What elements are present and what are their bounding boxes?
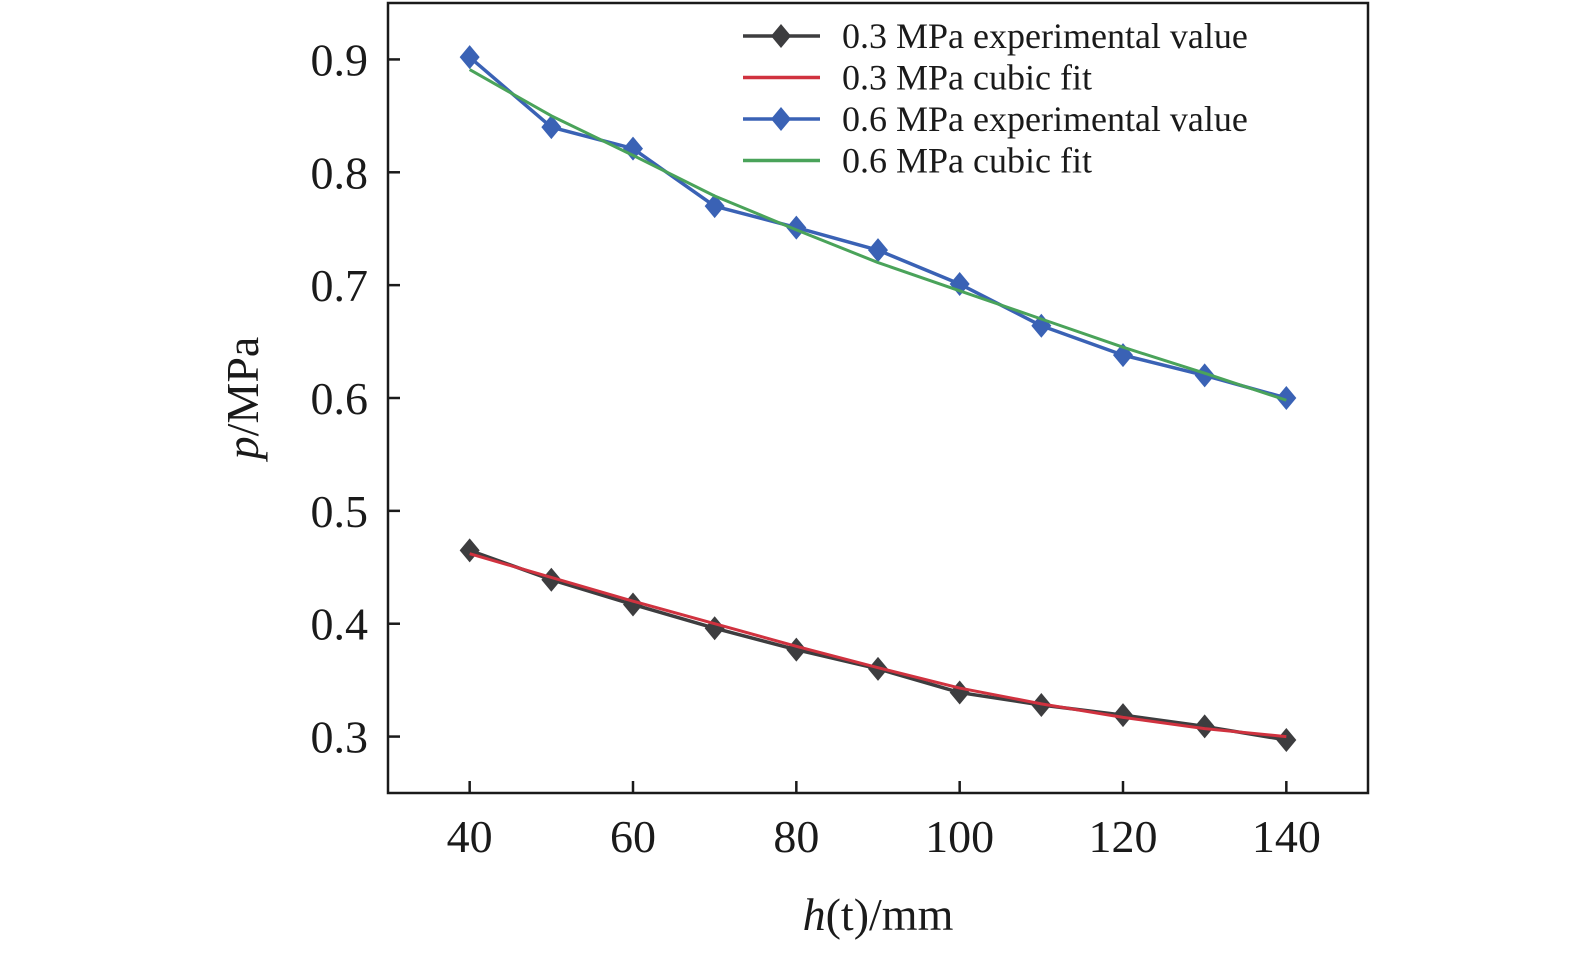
- y-tick-label: 0.5: [311, 486, 369, 537]
- series-line: [469, 548, 1287, 742]
- x-tick-label: 60: [610, 811, 656, 862]
- x-tick-label: 100: [925, 811, 994, 862]
- x-tick-label: 140: [1252, 811, 1321, 862]
- series-3: [468, 68, 1287, 402]
- y-tick-label: 0.7: [311, 260, 369, 311]
- legend-marker: [771, 24, 791, 48]
- y-tick-label: 0.3: [311, 712, 369, 763]
- legend-label: 0.6 MPa experimental value: [842, 99, 1248, 139]
- legend-label: 0.6 MPa cubic fit: [842, 141, 1092, 181]
- series-line: [469, 552, 1287, 739]
- series-0: [459, 538, 1297, 752]
- x-tick-label: 120: [1089, 811, 1158, 862]
- x-tick-label: 80: [773, 811, 819, 862]
- data-point: [541, 567, 562, 592]
- data-point: [949, 680, 970, 705]
- series-1: [469, 552, 1287, 739]
- y-tick-label: 0.9: [311, 34, 369, 85]
- legend-item: 0.6 MPa cubic fit: [743, 141, 1092, 181]
- data-point: [704, 616, 725, 641]
- legend-item: 0.6 MPa experimental value: [743, 99, 1248, 139]
- data-point: [1194, 714, 1215, 739]
- data-point: [868, 238, 888, 263]
- x-axis-label: h(t)/mm: [803, 889, 954, 940]
- y-tick-label: 0.4: [311, 599, 369, 650]
- data-point: [704, 194, 725, 219]
- y-tick-label: 0.6: [311, 373, 369, 424]
- data-point: [1113, 703, 1133, 728]
- data-point: [1276, 727, 1297, 752]
- legend-item: 0.3 MPa experimental value: [743, 16, 1248, 56]
- legend-item: 0.3 MPa cubic fit: [743, 58, 1092, 98]
- data-point: [541, 115, 562, 140]
- legend-label: 0.3 MPa experimental value: [842, 16, 1248, 56]
- y-axis-label: p/MPa: [217, 337, 268, 463]
- legend-label: 0.3 MPa cubic fit: [842, 58, 1092, 98]
- data-point: [786, 215, 807, 240]
- x-tick-label: 40: [447, 811, 493, 862]
- data-point: [459, 538, 480, 563]
- series-line: [468, 68, 1287, 402]
- legend-marker: [771, 107, 791, 131]
- y-tick-label: 0.8: [311, 147, 369, 198]
- data-point: [1194, 363, 1215, 388]
- data-point: [459, 45, 480, 70]
- data-point: [1276, 386, 1297, 410]
